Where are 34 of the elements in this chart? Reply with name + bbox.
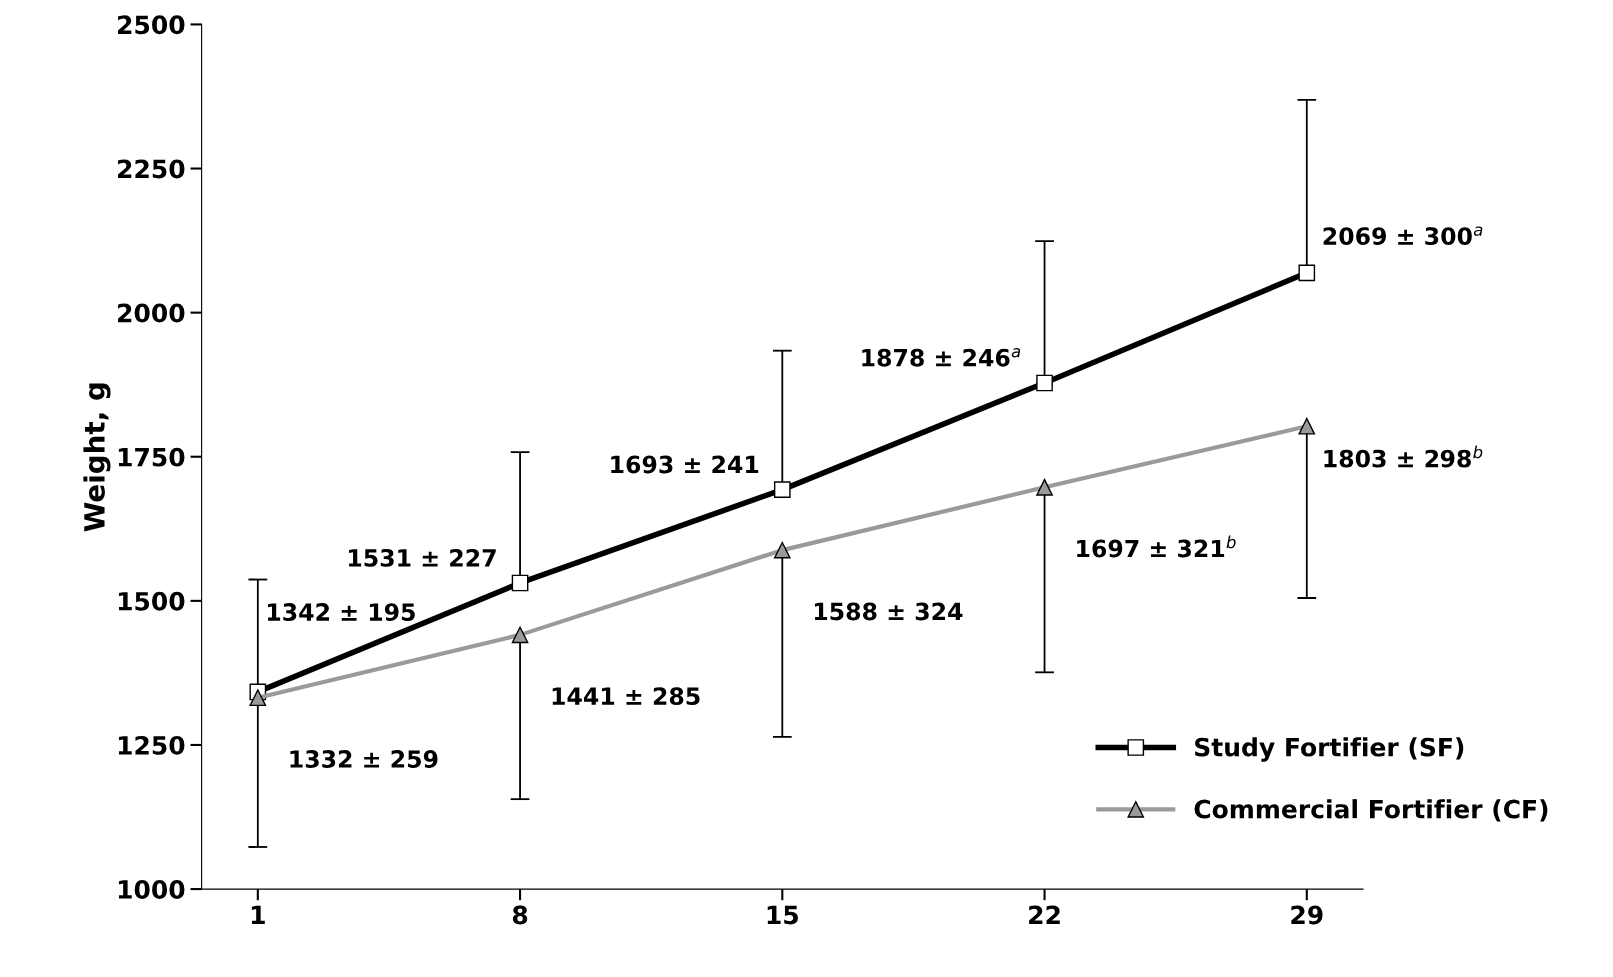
y-tick-label: 2500: [118, 15, 185, 35]
y-tick-label: 1250: [118, 735, 185, 755]
x-tick-label: 1: [251, 905, 265, 925]
y-tick-label: 1750: [118, 447, 185, 467]
y-tick-label: 1500: [118, 591, 185, 611]
x-tick-label: 22: [1029, 905, 1060, 925]
x-tick-label: 15: [767, 905, 798, 925]
data-label: 1697 ± 321$^{b}$: [1077, 535, 1236, 558]
data-label: 1803 ± 298$^{b}$: [1324, 445, 1483, 468]
legend-label: Study Fortifier (SF): [1195, 737, 1464, 762]
point: [1298, 264, 1316, 282]
point: [511, 574, 529, 592]
point: [1036, 478, 1053, 496]
data-label: 1332 ± 259: [290, 750, 438, 768]
legend-label: Commercial Fortifier (CF): [1194, 799, 1548, 822]
point: [511, 626, 529, 644]
y-axis-title: Weight, g: [83, 383, 111, 532]
data-label: 1693 ± 241: [611, 455, 759, 474]
y-tick-label: 2250: [118, 159, 185, 179]
point: [1298, 417, 1316, 435]
point: [249, 689, 267, 707]
data-label: 1588 ± 324: [814, 602, 963, 621]
x-tick-label: 8: [512, 905, 528, 925]
x-tick-label: 29: [1291, 905, 1323, 925]
data-label: 1342 ± 195: [267, 603, 415, 621]
data-label: 2069 ± 300$^{a}$: [1323, 226, 1483, 246]
y-tick-label: 2000: [118, 303, 185, 323]
point: [773, 481, 791, 498]
data-label: 1531 ± 227: [349, 548, 496, 567]
point: [1036, 374, 1053, 392]
data-label: 1441 ± 285: [552, 687, 700, 706]
y-tick-label: 1000: [118, 880, 185, 899]
data-label: 1878 ± 246$^{a}$: [862, 348, 1021, 367]
point: [773, 541, 791, 559]
